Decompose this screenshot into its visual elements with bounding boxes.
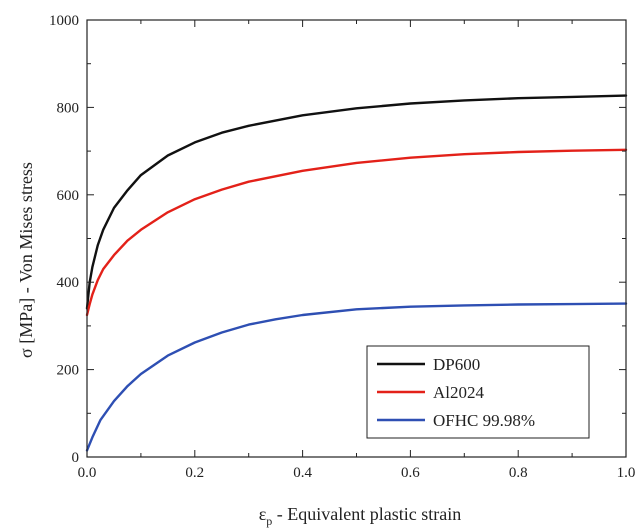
x-tick-label: 0.6: [401, 465, 420, 481]
x-tick-label: 0.4: [293, 465, 312, 481]
series-group: [85, 94, 628, 452]
legend-label: DP600: [433, 355, 480, 374]
x-tick-label: 0.0: [78, 465, 97, 481]
x-axis-label-symbol: ε: [259, 504, 267, 524]
x-tick-label: 0.8: [509, 465, 528, 481]
legend-label: Al2024: [433, 383, 485, 402]
x-axis-label-subscript: p: [266, 514, 272, 528]
x-axis-label-text: - Equivalent plastic strain: [272, 504, 461, 524]
series-line-1: [85, 94, 628, 310]
y-axis-label: σ [MPa] - Von Mises stress: [16, 162, 36, 358]
legend-item: DP600: [377, 355, 480, 374]
x-tick-label: 1.0: [617, 465, 636, 481]
legend-item: OFHC 99.98%: [377, 411, 535, 430]
x-tick-label: 0.2: [185, 465, 204, 481]
y-tick-label: 1000: [49, 13, 79, 29]
x-axis-label: εp - Equivalent plastic strain: [259, 504, 462, 528]
y-tick-label: 800: [57, 100, 80, 116]
y-tick-label: 0: [72, 450, 80, 466]
y-tick-label: 600: [57, 188, 80, 204]
legend-label: OFHC 99.98%: [433, 411, 535, 430]
x-axis: 0.0 0.2 0.4 0.6 0.8 1.0: [78, 20, 636, 481]
legend: DP600 Al2024 OFHC 99.98%: [366, 345, 590, 439]
legend-item: Al2024: [377, 383, 485, 402]
y-axis: 0 200 400 600 800 1000: [49, 13, 626, 466]
series-line-2: [85, 148, 628, 317]
series-line-3: [85, 302, 628, 452]
y-tick-label: 200: [57, 363, 80, 379]
y-tick-label: 400: [57, 275, 80, 291]
